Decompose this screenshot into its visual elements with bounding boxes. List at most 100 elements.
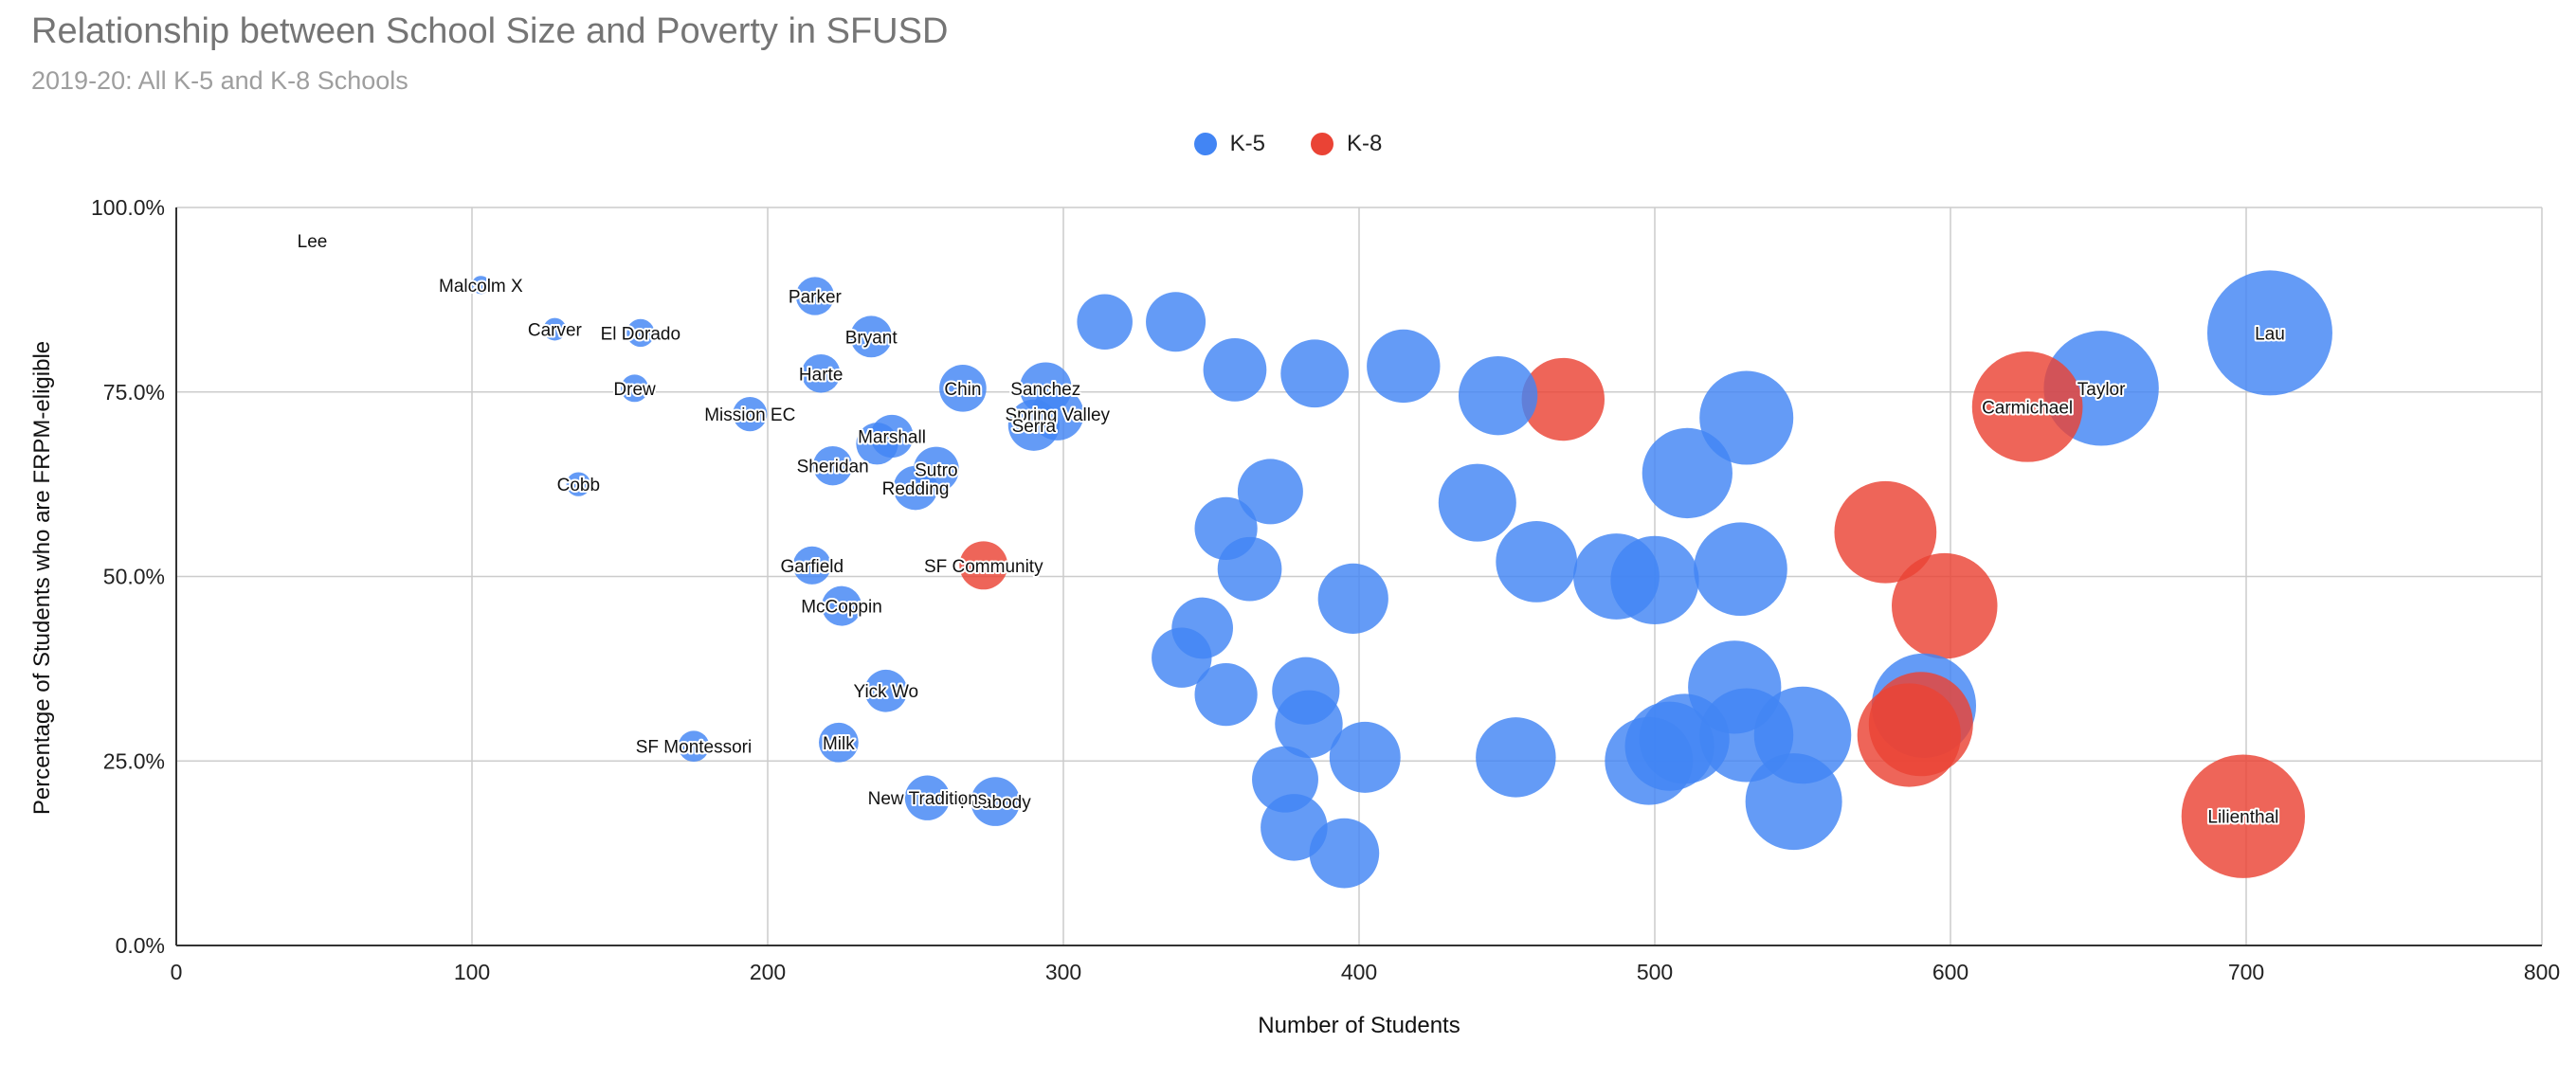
bubble-label: Serra: [1012, 417, 1057, 437]
bubble-k5[interactable]: [856, 423, 898, 465]
bubble-k5[interactable]: [1152, 627, 1212, 688]
bubble-k8[interactable]: [959, 541, 1008, 590]
bubble-k5[interactable]: [2206, 270, 2332, 396]
bubble-label: Garfield: [781, 557, 844, 577]
bubble-k5[interactable]: [939, 365, 987, 412]
bubble-label: Cobb: [557, 476, 600, 495]
bubble-k5[interactable]: [1458, 355, 1538, 436]
bubble-k5[interactable]: [1438, 463, 1516, 542]
bubble-label: Redding: [882, 479, 950, 499]
bubble-k8[interactable]: [1892, 552, 1998, 659]
bubble-label: Drew: [613, 380, 656, 400]
bubble-label: Lau: [2255, 324, 2285, 344]
bubble-label: Peabody: [960, 793, 1032, 813]
bubble-k5[interactable]: [678, 730, 710, 762]
bubble-k5[interactable]: [1496, 521, 1578, 603]
bubble-label: Sheridan: [797, 458, 869, 477]
bubble-k5[interactable]: [1203, 338, 1267, 402]
bubble-k5[interactable]: [1272, 657, 1340, 725]
bubble-label: Parker: [789, 287, 843, 307]
bubble-label: SF Montessori: [636, 738, 752, 758]
legend-item-k5[interactable]: K-5: [1193, 131, 1265, 157]
bubble-k5[interactable]: [1007, 399, 1060, 451]
bubble-label: Taylor: [2077, 380, 2126, 400]
bubble-label: Marshall: [858, 427, 926, 447]
bubble-k5[interactable]: [1573, 533, 1660, 620]
bubble-k5[interactable]: [1605, 716, 1694, 805]
legend-item-k8[interactable]: K-8: [1311, 131, 1382, 157]
x-tick-label: 300: [1045, 960, 1081, 984]
chart-title: Relationship between School Size and Pov…: [31, 11, 949, 51]
bubble-k5[interactable]: [812, 445, 853, 486]
bubble-k5[interactable]: [850, 315, 893, 358]
bubble-k5[interactable]: [864, 669, 908, 712]
bubble-k5[interactable]: [1745, 753, 1842, 851]
bubble-k5[interactable]: [822, 585, 862, 626]
bubble-k5[interactable]: [1367, 329, 1441, 404]
y-tick-label: 100.0%: [91, 195, 165, 220]
x-tick-label: 800: [2524, 960, 2560, 984]
bubble-label: McCoppin: [801, 598, 882, 618]
chart-subtitle: 2019-20: All K-5 and K-8 Schools: [31, 66, 408, 95]
bubble-k5[interactable]: [1642, 427, 1732, 519]
y-tick-label: 75.0%: [103, 380, 165, 405]
bubble-k8[interactable]: [1971, 351, 2083, 462]
bubble-k5[interactable]: [1237, 459, 1303, 525]
bubble-k5[interactable]: [626, 318, 655, 348]
bubble-label: Milk: [823, 734, 855, 754]
bubble-k5[interactable]: [1317, 563, 1388, 634]
x-tick-label: 400: [1341, 960, 1377, 984]
axes: 0 100 200 300 400 500 600 700 800 0.0% 25.0% 50.0% 7…: [91, 195, 2560, 984]
legend-swatch-k5: [1193, 133, 1217, 155]
bubble-k5[interactable]: [801, 353, 841, 393]
bubble-k5[interactable]: [971, 777, 1021, 826]
bubble-k5[interactable]: [1077, 294, 1133, 351]
bubble-label: SF Community: [924, 557, 1043, 577]
bubble-label: Malcolm X: [439, 277, 523, 297]
bubble-k5[interactable]: [307, 236, 317, 246]
x-tick-label: 600: [1932, 960, 1968, 984]
y-tick-label: 50.0%: [103, 565, 165, 589]
legend-label-k8: K-8: [1347, 131, 1383, 156]
bubble-k5[interactable]: [1280, 339, 1350, 408]
bubble-k5[interactable]: [792, 546, 831, 585]
bubble-k8[interactable]: [1857, 683, 1961, 787]
bubble-k5[interactable]: [893, 465, 938, 511]
bubble-k5[interactable]: [733, 397, 768, 432]
bubble-k5[interactable]: [818, 722, 859, 763]
bubble-k5[interactable]: [566, 472, 590, 496]
bubble-k5[interactable]: [1694, 522, 1787, 617]
chart-legend: K-5 K-8: [0, 131, 2576, 157]
bubble-k5[interactable]: [471, 276, 490, 295]
bubbles: [307, 236, 2332, 889]
bubble-label: Carver: [528, 321, 583, 341]
bubble-k5[interactable]: [1252, 746, 1318, 813]
bubble-label: Harte: [799, 365, 843, 385]
x-tick-label: 700: [2228, 960, 2264, 984]
bubble-k8[interactable]: [2181, 754, 2306, 878]
bubble-k5[interactable]: [1146, 292, 1206, 352]
bubble-label: Mission EC: [704, 405, 795, 425]
x-axis-title: Number of Students: [1258, 1013, 1460, 1038]
x-tick-label: 0: [171, 960, 183, 984]
bubble-label: El Dorado: [601, 324, 681, 344]
bubble-k5[interactable]: [1699, 370, 1794, 465]
y-tick-label: 0.0%: [116, 933, 165, 958]
bubble-k8[interactable]: [1521, 357, 1605, 441]
bubble-k5[interactable]: [543, 317, 567, 341]
bubble-k5[interactable]: [1329, 721, 1401, 793]
y-tick-label: 25.0%: [103, 748, 165, 773]
bubble-k5[interactable]: [621, 374, 649, 403]
bubble-k5[interactable]: [795, 277, 835, 315]
bubble-k5[interactable]: [1309, 818, 1380, 889]
bubble-k5[interactable]: [904, 775, 951, 820]
bubble-label: Lee: [298, 232, 328, 252]
bubble-k5[interactable]: [1476, 717, 1556, 798]
x-tick-label: 500: [1637, 960, 1673, 984]
bubble-k5[interactable]: [1194, 496, 1258, 560]
bubble-label: Yick Wo: [853, 682, 918, 702]
bubble-k8[interactable]: [1834, 480, 1937, 584]
bubble-k5[interactable]: [1194, 663, 1258, 727]
